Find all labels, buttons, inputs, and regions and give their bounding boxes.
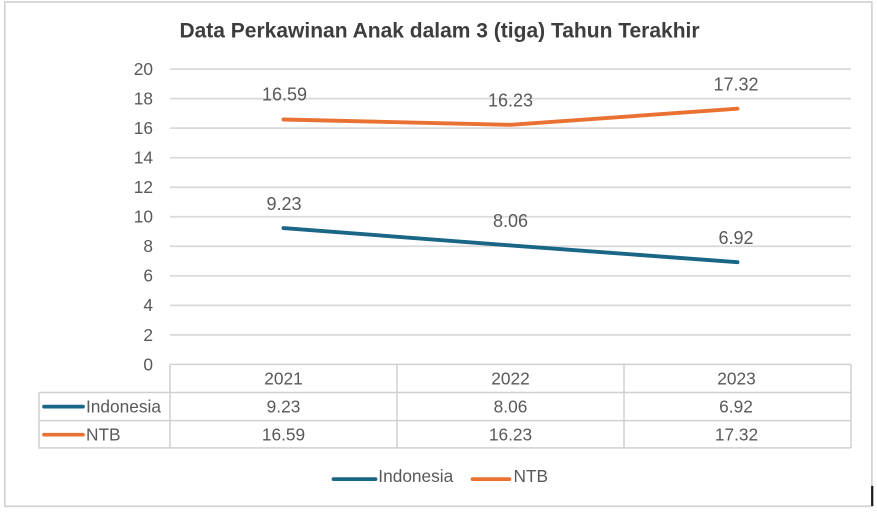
svg-text:Data Perkawinan Anak dalam 3 (: Data Perkawinan Anak dalam 3 (tiga) Tahu… — [179, 19, 699, 42]
svg-text:8.06: 8.06 — [493, 211, 528, 231]
svg-text:Indonesia: Indonesia — [86, 397, 161, 417]
svg-text:14: 14 — [134, 148, 154, 168]
svg-text:16.23: 16.23 — [489, 425, 532, 445]
svg-text:17.32: 17.32 — [715, 425, 758, 445]
svg-text:NTB: NTB — [514, 466, 549, 486]
svg-text:0: 0 — [143, 354, 153, 374]
svg-text:9.23: 9.23 — [267, 397, 301, 417]
svg-text:6: 6 — [143, 266, 153, 286]
svg-text:6.92: 6.92 — [719, 397, 753, 417]
svg-text:8: 8 — [143, 236, 153, 256]
svg-text:6.92: 6.92 — [718, 228, 753, 248]
svg-text:2022: 2022 — [491, 368, 529, 388]
svg-text:10: 10 — [134, 207, 153, 227]
svg-text:12: 12 — [134, 177, 153, 197]
svg-text:16.23: 16.23 — [488, 91, 533, 111]
svg-text:16: 16 — [134, 118, 153, 138]
svg-text:2023: 2023 — [717, 368, 755, 388]
svg-text:16.59: 16.59 — [262, 425, 305, 445]
svg-text:16.59: 16.59 — [262, 85, 307, 105]
svg-text:20: 20 — [134, 59, 153, 79]
svg-text:4: 4 — [143, 295, 153, 315]
svg-text:Indonesia: Indonesia — [378, 466, 453, 486]
svg-text:2: 2 — [143, 325, 153, 345]
svg-text:NTB: NTB — [86, 425, 121, 445]
svg-text:8.06: 8.06 — [494, 397, 528, 417]
svg-text:17.32: 17.32 — [713, 75, 758, 95]
svg-text:18: 18 — [134, 89, 153, 109]
svg-text:2021: 2021 — [264, 368, 302, 388]
svg-text:9.23: 9.23 — [266, 194, 301, 214]
